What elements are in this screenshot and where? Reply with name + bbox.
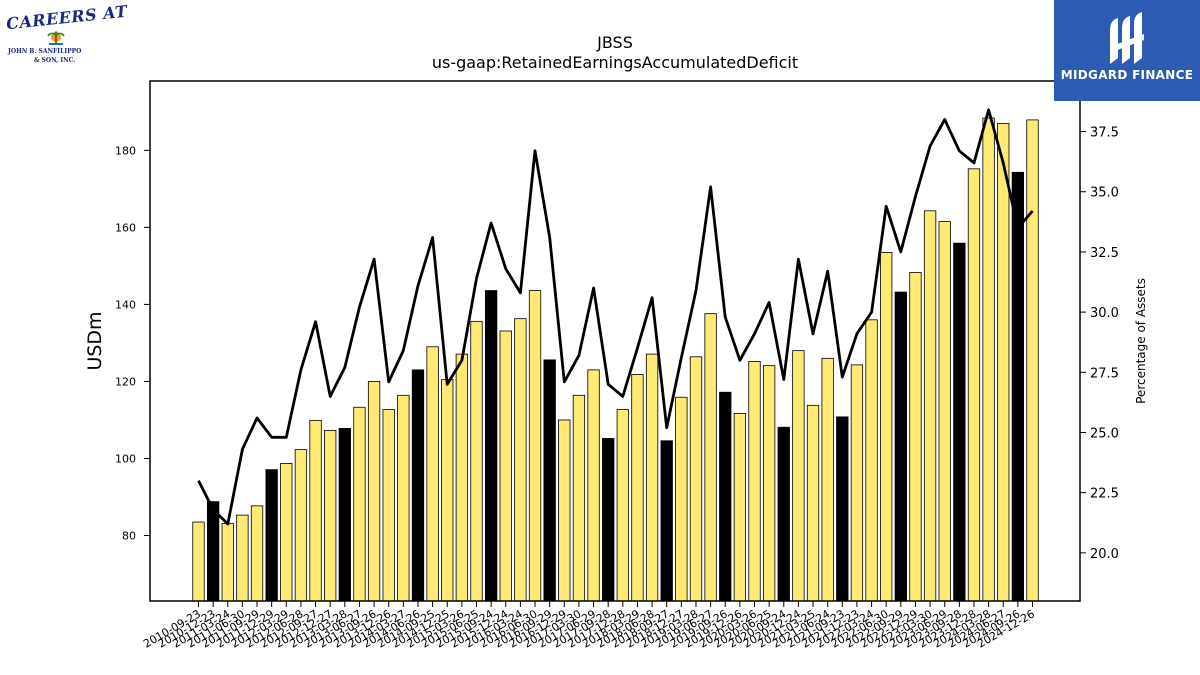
bar (997, 122, 1010, 602)
careers-logo-company: JOHN B. SANFILIPPO (8, 48, 82, 55)
bar (236, 514, 249, 602)
y2-tick-label: 27.5 (1090, 366, 1119, 381)
percentage-line (197, 108, 1034, 526)
bar (748, 361, 761, 602)
y2-tick-label: 20.0 (1090, 547, 1119, 562)
y-tick-label: 80 (122, 530, 136, 543)
bar (894, 291, 907, 602)
bar (470, 320, 483, 602)
bar (1026, 119, 1039, 602)
bar (338, 428, 351, 602)
bar (221, 523, 234, 602)
y2-axis-label: Percentage of Assets (1134, 278, 1148, 404)
bar (704, 313, 717, 602)
y-tick-label: 160 (115, 221, 136, 234)
y-tick-label: 100 (115, 452, 136, 465)
midgard-logo-name: MIDGARD FINANCE (1060, 68, 1194, 82)
bar (528, 290, 542, 602)
axes-layer: 80 100 120 140 160 180 20.0 22.5 25.0 27.5 30.0 32.… (115, 126, 1119, 651)
bar (675, 396, 688, 602)
bar (206, 501, 220, 602)
midgard-logo: MIDGARD FINANCE (1054, 0, 1200, 101)
bar (543, 359, 556, 602)
bar (865, 319, 878, 602)
careers-logo-suffix: & SON, INC. (34, 57, 76, 64)
y-tick-label: 140 (115, 298, 136, 311)
bar (572, 394, 586, 602)
y2-tick-label: 32.5 (1090, 246, 1119, 261)
bar (397, 394, 410, 602)
bars-layer (192, 117, 1039, 602)
midgard-mark-icon (1110, 12, 1144, 64)
bar (192, 521, 205, 602)
bar (411, 369, 425, 602)
bar (616, 409, 629, 602)
bar (514, 318, 527, 602)
bar (953, 242, 966, 602)
careers-logo: CAREERS AT JOHN B. SANFILIPPO & SON, INC… (4, 2, 128, 70)
bar (660, 440, 673, 602)
bar (967, 168, 981, 602)
bar (324, 429, 337, 602)
bar (938, 221, 951, 602)
bar (602, 438, 615, 602)
bar (645, 353, 659, 602)
bar (441, 379, 454, 602)
y-tick-label: 180 (115, 144, 136, 157)
bar (382, 409, 395, 602)
y2-tick-label: 25.0 (1090, 426, 1119, 441)
bar (499, 330, 512, 602)
bar (923, 210, 937, 602)
bar (309, 419, 322, 602)
bar (484, 290, 498, 602)
y-axis-label: USDm (84, 311, 106, 370)
bar (792, 350, 805, 602)
y2-tick-label: 35.0 (1090, 186, 1119, 201)
bar (250, 505, 264, 602)
bar (777, 426, 790, 602)
bar (909, 272, 922, 602)
bar (719, 391, 732, 602)
bar (631, 374, 644, 602)
bar (265, 469, 278, 602)
bar (455, 353, 469, 602)
bar (294, 449, 308, 602)
bar (982, 117, 995, 602)
bar (689, 356, 703, 602)
bar (762, 365, 776, 602)
palm-tree-icon (47, 31, 65, 45)
bar (733, 413, 747, 602)
line-layer (197, 108, 1034, 526)
chart-title: JBSS (596, 33, 633, 52)
bar (880, 252, 893, 602)
bar (426, 346, 439, 602)
y2-tick-label: 37.5 (1090, 126, 1119, 141)
y-tick-label: 120 (115, 375, 136, 388)
bar (558, 419, 571, 602)
bar (353, 406, 366, 602)
y2-tick-label: 22.5 (1090, 487, 1119, 502)
bar (280, 463, 293, 602)
chart-subtitle: us-gaap:RetainedEarningsAccumulatedDefic… (432, 53, 798, 72)
bar (836, 416, 849, 602)
bar (806, 404, 820, 602)
bar (850, 364, 864, 602)
bar (1011, 171, 1025, 602)
bar (367, 381, 381, 602)
bar (587, 369, 600, 602)
plot-frame (149, 80, 1081, 602)
y2-tick-label: 30.0 (1090, 306, 1119, 321)
bar (821, 357, 834, 602)
